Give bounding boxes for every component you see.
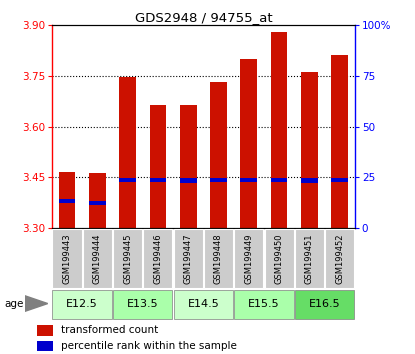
Bar xyxy=(295,229,324,288)
Text: GSM199450: GSM199450 xyxy=(275,233,283,284)
Bar xyxy=(173,229,203,288)
Bar xyxy=(180,178,197,183)
Bar xyxy=(331,55,348,228)
Bar xyxy=(234,229,264,288)
Bar xyxy=(59,172,76,228)
Bar xyxy=(180,105,197,228)
Title: GDS2948 / 94755_at: GDS2948 / 94755_at xyxy=(134,11,272,24)
Text: transformed count: transformed count xyxy=(61,325,158,335)
Bar xyxy=(119,178,136,182)
Text: E13.5: E13.5 xyxy=(127,299,159,309)
Bar xyxy=(59,199,76,203)
Bar xyxy=(37,341,53,352)
Bar xyxy=(119,78,136,228)
Bar xyxy=(173,290,233,319)
Text: GSM199449: GSM199449 xyxy=(244,233,253,284)
Bar xyxy=(89,200,106,205)
Bar xyxy=(37,325,53,336)
Bar xyxy=(52,290,112,319)
Text: GSM199443: GSM199443 xyxy=(63,233,71,284)
Text: E15.5: E15.5 xyxy=(248,299,280,309)
Bar xyxy=(149,178,166,182)
Bar xyxy=(325,229,354,288)
Text: GSM199451: GSM199451 xyxy=(305,233,314,284)
Text: age: age xyxy=(4,299,24,309)
Bar xyxy=(331,178,348,182)
Bar xyxy=(83,229,112,288)
Bar xyxy=(295,290,354,319)
Bar xyxy=(301,72,318,228)
Bar xyxy=(52,229,82,288)
Text: GSM199446: GSM199446 xyxy=(154,233,162,284)
Bar xyxy=(113,290,173,319)
Text: E14.5: E14.5 xyxy=(188,299,219,309)
Bar xyxy=(240,178,257,182)
Bar xyxy=(240,59,257,228)
Text: GSM199447: GSM199447 xyxy=(184,233,193,284)
Bar xyxy=(271,178,288,182)
Bar xyxy=(113,229,142,288)
Text: GSM199445: GSM199445 xyxy=(123,233,132,284)
Bar xyxy=(210,178,227,182)
Text: E16.5: E16.5 xyxy=(309,299,340,309)
Bar xyxy=(234,290,294,319)
Bar xyxy=(204,229,233,288)
Bar xyxy=(271,32,288,228)
Bar xyxy=(89,173,106,228)
Bar xyxy=(301,178,318,183)
Polygon shape xyxy=(25,296,48,312)
Bar xyxy=(143,229,173,288)
Text: percentile rank within the sample: percentile rank within the sample xyxy=(61,341,237,351)
Text: GSM199448: GSM199448 xyxy=(214,233,223,284)
Text: GSM199444: GSM199444 xyxy=(93,233,102,284)
Text: GSM199452: GSM199452 xyxy=(335,233,344,284)
Bar xyxy=(149,104,166,228)
Text: E12.5: E12.5 xyxy=(66,299,98,309)
Bar xyxy=(264,229,294,288)
Bar xyxy=(210,82,227,228)
